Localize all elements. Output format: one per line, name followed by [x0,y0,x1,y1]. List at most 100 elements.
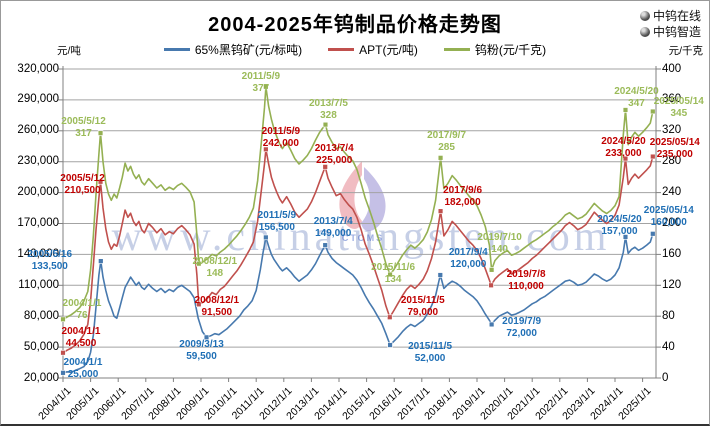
annotation-value: 182,000 [444,197,481,209]
data-point-marker [387,342,393,348]
annotation: 2008/12/1 91,500 [195,295,240,319]
annotation-value: 157,000 [601,225,638,237]
annotation-value: 210,500 [64,184,101,196]
left-axis-label: 200,000 [17,186,59,199]
legend-line-icon [443,48,470,51]
data-point-marker [437,155,444,161]
annotation: 2013/7/5 328 [309,98,348,122]
annotation-date: 2011/5/9 [241,70,281,82]
annotation-date: 2013/7/5 [309,97,348,109]
annotation-value: 345 [670,108,688,120]
annotation-value: 242,000 [262,138,299,150]
annotation-value: 156,500 [258,222,295,234]
legend-label: 65%黑钨矿(元/标吨) [194,43,303,57]
left-axis-label: 170,000 [17,217,59,229]
legend-line-icon [163,48,190,51]
annotation: 2011/5/9 242,000 [262,126,300,150]
annotation-date: 2017/9/4 [448,247,488,258]
legend-label: APT(元/吨) [359,43,418,57]
left-axis-label: 110,000 [18,278,59,291]
annotation: 2017/9/7 285 [427,130,466,154]
annotation: 2025/05/14 160,000 [644,205,694,229]
left-axis-label: 80,000 [23,309,59,322]
legend-item-1: APT(元/吨) [328,41,418,58]
data-point-marker [622,107,629,113]
annotation: 2025/05/14 235,000 [650,137,700,161]
data-point-marker [437,208,444,214]
annotation-value: 91,500 [201,307,233,319]
annotation-date: 2017/9/7 [427,129,467,141]
left-axis-label: 230,000 [17,155,59,168]
annotation-value: 225,000 [316,154,353,166]
annotation-value: 120,000 [450,259,487,270]
data-point-marker [263,234,269,241]
series-line-1 [62,148,654,354]
annotation: 2005/5/16 133,500 [28,249,73,273]
annotation: 2005/5/12 210,500 [60,173,105,197]
right-axis-label: 400 [662,62,682,75]
data-point-marker [98,258,104,264]
data-point-marker [650,108,656,115]
annotation: 2019/7/10 140 [477,232,522,256]
annotation: 2009/3/13 59,500 [179,339,224,363]
annotation-value: 235,000 [656,148,693,160]
right-axis-label: 200 [662,217,682,229]
data-point-marker [322,242,328,248]
annotation-date: 2004/1/1 [61,325,101,337]
left-axis-unit: 元/吨 [57,45,81,57]
annotation-value: 317 [75,128,92,140]
data-point-marker [650,231,656,237]
annotation-value: 285 [438,141,455,153]
annotation-date: 2004/1/1 [62,298,102,310]
data-point-marker [437,272,443,278]
right-axis-label: 120 [662,278,682,291]
annotation-value: 233,000 [605,147,642,159]
data-point-marker [196,301,202,308]
annotation: 2004/1/1 44,500 [62,326,101,350]
annotation-value: 59,500 [186,351,217,363]
data-point-marker [322,164,328,170]
annotation-value: 377 [252,82,270,94]
left-axis-label: 50,000 [23,340,59,353]
annotation-value: 72,000 [506,328,537,340]
right-axis-label: 160 [662,247,682,260]
credit-label: 中钨智造 [652,25,701,39]
left-axis-label: 140,000 [17,247,59,260]
annotation-date: 2005/5/16 [27,249,73,261]
annotation-value: 160,000 [650,216,687,228]
annotation: 2011/5/9 156,500 [258,210,296,234]
data-point-marker [387,271,393,278]
data-point-marker [60,316,66,322]
legend-line-icon [328,48,355,51]
data-point-marker [97,179,104,185]
data-point-marker [488,282,494,288]
annotation: 2015/11/6 134 [371,262,415,286]
annotation-value: 148 [206,267,224,279]
annotation: 2024/5/20 347 [614,86,659,110]
annotation: 2019/7/8 110,000 [507,269,546,293]
annotation-value: 52,000 [414,353,446,365]
annotation: 2024/5/20 233,000 [601,136,646,160]
annotation-value: 44,500 [65,337,97,349]
annotation-date: 2011/5/9 [257,210,297,222]
annotation-date: 2024/5/20 [614,85,659,97]
right-axis-label: 40 [662,340,675,353]
annotation: 2005/5/12 317 [61,116,106,140]
credit-logo-icon [639,27,650,37]
series-line-0 [62,233,654,374]
right-axis-label: 280 [662,155,682,168]
annotation: 2019/7/9 72,000 [502,316,541,340]
legend-label: 钨粉(元/千克) [474,43,547,57]
annotation-value: 133,500 [31,261,68,273]
left-axis-label: 20,000 [23,371,59,384]
data-point-marker [387,314,393,320]
annotation-date: 2019/7/9 [502,316,542,328]
data-point-marker [488,321,495,328]
data-point-marker [622,155,629,162]
credit-label: 中钨在线 [652,9,701,23]
annotation: 2025/05/14 345 [654,96,704,120]
left-axis-label: 260,000 [17,124,59,137]
annotation: 2013/7/4 149,000 [314,216,353,240]
annotation-date: 2011/5/9 [261,126,301,138]
